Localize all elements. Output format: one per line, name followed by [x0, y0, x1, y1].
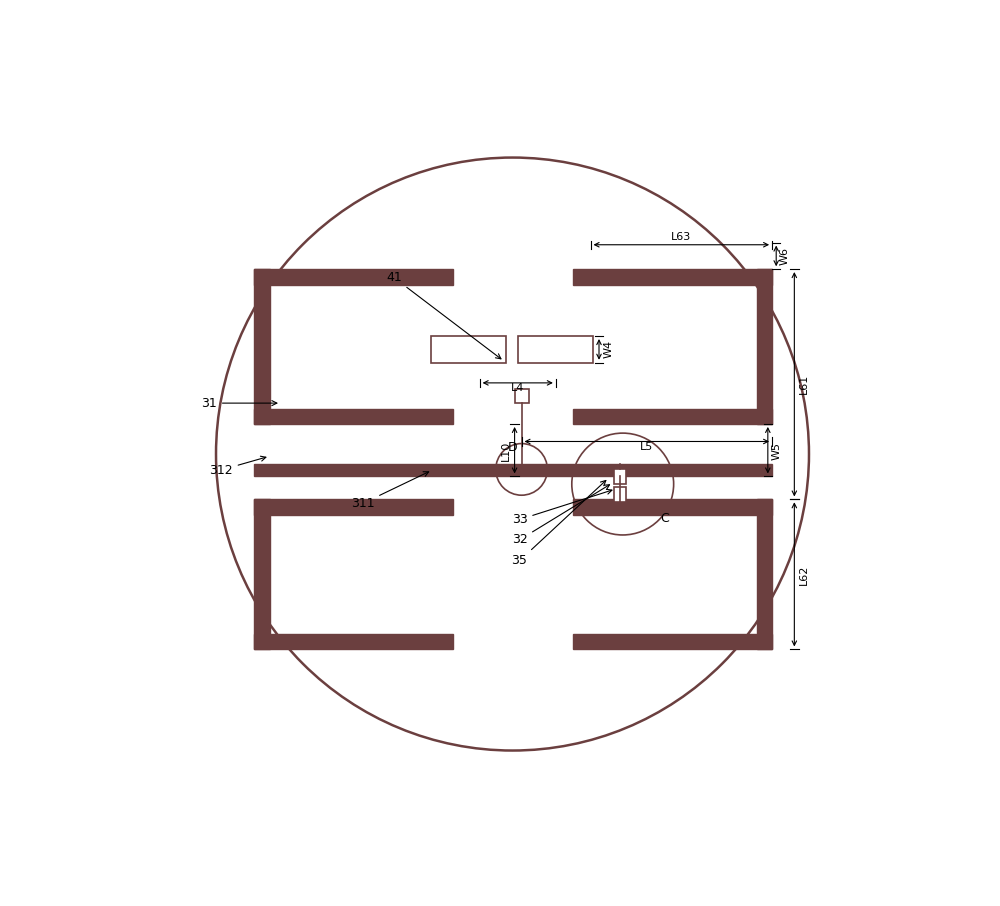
Text: D: D: [508, 440, 517, 454]
Polygon shape: [254, 464, 772, 477]
Polygon shape: [573, 499, 772, 515]
Polygon shape: [573, 409, 772, 424]
Text: L10: L10: [501, 440, 511, 460]
Bar: [614, 487, 626, 502]
Polygon shape: [573, 634, 772, 650]
Text: 312: 312: [209, 457, 266, 477]
Text: 32: 32: [512, 485, 610, 546]
Polygon shape: [254, 634, 453, 650]
Polygon shape: [254, 499, 453, 515]
Polygon shape: [254, 269, 453, 284]
Polygon shape: [757, 269, 772, 424]
Bar: [515, 390, 529, 403]
Text: L61: L61: [799, 374, 809, 394]
Text: W5: W5: [772, 441, 782, 459]
Text: C: C: [660, 513, 669, 525]
Bar: [614, 468, 626, 484]
Polygon shape: [254, 409, 453, 424]
Polygon shape: [254, 269, 270, 424]
Polygon shape: [757, 499, 772, 650]
Text: L62: L62: [799, 564, 809, 585]
Polygon shape: [573, 269, 772, 284]
Text: 31: 31: [201, 397, 277, 410]
Bar: [518, 336, 593, 362]
Text: W6: W6: [780, 247, 790, 265]
Text: L4: L4: [511, 383, 524, 393]
Text: L5: L5: [640, 442, 653, 452]
Text: 311: 311: [351, 472, 429, 510]
Polygon shape: [254, 499, 270, 650]
Text: 41: 41: [386, 271, 501, 359]
Text: W4: W4: [604, 341, 614, 359]
Bar: [431, 336, 506, 362]
Text: 35: 35: [512, 480, 606, 567]
Text: 33: 33: [512, 489, 612, 526]
Text: L63: L63: [671, 232, 691, 242]
